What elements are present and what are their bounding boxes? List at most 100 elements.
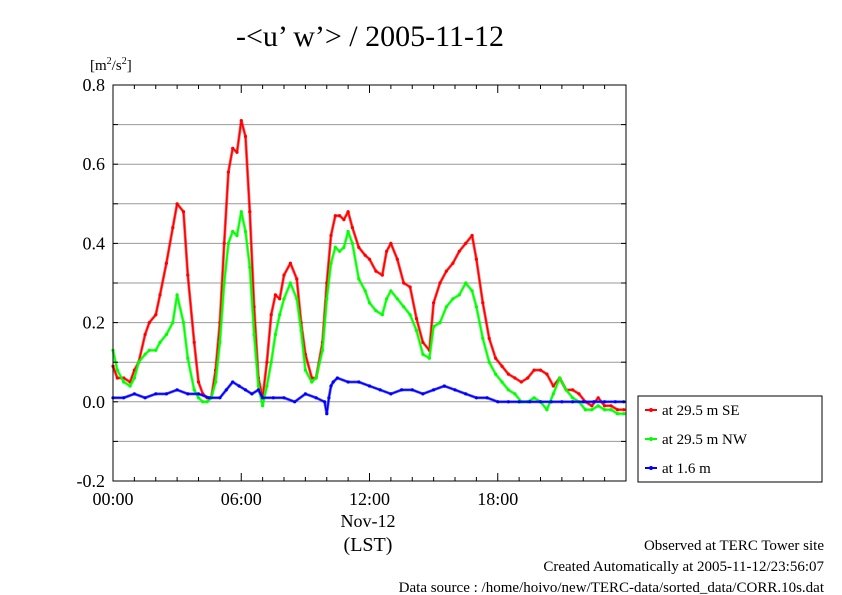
data-point <box>231 380 235 384</box>
data-point <box>278 313 282 317</box>
data-point <box>513 376 517 380</box>
data-point <box>474 396 478 400</box>
data-point <box>175 202 179 206</box>
data-point <box>243 134 248 139</box>
data-point <box>207 396 211 400</box>
data-point <box>517 400 521 404</box>
data-point <box>261 404 265 408</box>
data-point <box>596 396 600 400</box>
legend-label: at 1.6 m <box>662 461 711 477</box>
data-point <box>474 305 478 309</box>
data-point <box>551 392 555 396</box>
data-point <box>325 412 329 416</box>
data-point <box>378 388 382 392</box>
data-point <box>451 297 455 301</box>
data-point <box>239 119 243 123</box>
data-point <box>410 388 414 392</box>
data-point <box>164 261 168 265</box>
data-point <box>154 392 158 396</box>
data-point <box>444 269 448 273</box>
data-point <box>590 404 594 408</box>
data-point <box>374 269 378 273</box>
data-point <box>186 356 190 360</box>
data-point <box>438 321 442 325</box>
data-point <box>622 408 626 412</box>
data-point <box>615 408 620 412</box>
data-point <box>171 321 175 325</box>
data-point <box>265 360 269 364</box>
data-point <box>432 388 436 392</box>
data-point <box>338 214 342 218</box>
series-lines <box>111 119 626 416</box>
footer-site: Observed at TERC Tower site <box>644 538 824 554</box>
data-point <box>350 241 354 245</box>
data-point <box>342 245 346 249</box>
data-point <box>357 277 361 281</box>
data-point <box>603 404 607 408</box>
data-point <box>329 233 333 238</box>
data-point <box>314 376 318 380</box>
data-point <box>564 388 568 392</box>
data-point <box>164 332 168 337</box>
data-point <box>243 388 248 392</box>
x-tick-label: 18:00 <box>477 489 518 509</box>
chart-title: -<u’ w’> / 2005-11-12 <box>236 20 504 53</box>
x-tick-label: 06:00 <box>221 489 262 509</box>
data-point <box>239 210 243 214</box>
data-point <box>154 348 158 352</box>
data-point <box>474 257 478 261</box>
data-point <box>250 392 254 396</box>
data-point <box>558 376 562 380</box>
data-point <box>143 352 147 356</box>
data-point <box>256 388 260 392</box>
data-point <box>496 400 500 404</box>
data-point <box>282 297 286 301</box>
data-point <box>329 261 333 265</box>
data-point <box>494 372 498 376</box>
data-point <box>363 253 367 257</box>
data-point <box>218 396 222 400</box>
data-point <box>513 392 517 396</box>
data-point <box>603 400 607 404</box>
data-point <box>269 360 273 364</box>
data-point <box>282 273 286 277</box>
x-timezone-label: (LST) <box>344 534 393 556</box>
data-point <box>226 170 230 174</box>
data-point <box>295 297 299 301</box>
data-point <box>128 384 132 388</box>
data-point <box>196 380 201 384</box>
x-tick-label: 00:00 <box>92 489 133 509</box>
data-point <box>432 325 436 329</box>
data-point <box>214 380 218 384</box>
data-point <box>526 376 530 380</box>
data-point <box>222 241 226 245</box>
data-point <box>115 368 119 372</box>
footer-created: Created Automatically at 2005-11-12/23:5… <box>543 559 824 575</box>
legend-marker <box>649 437 653 441</box>
data-point <box>132 392 136 396</box>
data-point <box>171 226 175 230</box>
data-point <box>380 273 384 277</box>
data-point <box>273 332 277 337</box>
data-point <box>256 384 260 388</box>
data-point <box>269 313 273 317</box>
data-point <box>402 305 406 309</box>
data-point <box>248 210 252 214</box>
data-point <box>421 340 425 344</box>
data-point <box>389 289 393 293</box>
data-point <box>389 392 393 396</box>
data-point <box>303 392 307 396</box>
data-point <box>581 400 585 404</box>
data-point <box>164 392 168 396</box>
data-point <box>571 400 575 404</box>
legend: at 29.5 m SE at 29.5 m NW at 1.6 m <box>645 403 748 477</box>
data-point <box>329 384 333 388</box>
data-point <box>265 384 269 388</box>
data-point <box>560 400 564 404</box>
data-point <box>615 412 620 416</box>
data-point <box>500 380 504 384</box>
data-point <box>385 249 389 253</box>
data-point <box>457 293 461 297</box>
data-point <box>325 297 329 301</box>
data-point <box>143 396 147 400</box>
